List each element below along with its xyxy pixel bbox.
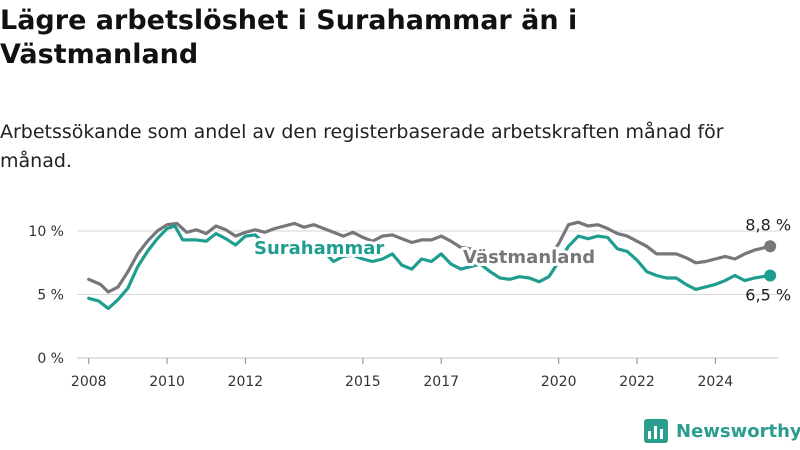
chart-subtitle: Arbetssökande som andel av den registerb…: [0, 121, 724, 172]
x-tick-label: 2010: [149, 374, 185, 390]
series-label-halo: Västmanland: [463, 247, 595, 268]
end-value-label: 8,8 %: [745, 215, 791, 234]
y-tick-label: 5 %: [37, 288, 64, 304]
x-tick-label: 2012: [228, 374, 264, 390]
brand-name: Newsworthy: [676, 420, 800, 442]
bar-chart-icon: [644, 419, 668, 443]
x-tick-label: 2008: [71, 374, 107, 390]
series-line-surahammar: [87, 224, 772, 311]
x-tick-label: 2017: [423, 374, 459, 390]
series-line-vastmanland: [87, 220, 772, 294]
end-value-label: 6,5 %: [745, 285, 791, 304]
x-tick-label: 2015: [345, 374, 381, 390]
y-tick-label: 10 %: [28, 224, 64, 240]
y-tick-label: 0 %: [37, 351, 64, 367]
end-marker: [764, 240, 777, 253]
x-tick-label: 2024: [698, 374, 734, 390]
series-lines: [87, 220, 777, 311]
series-label: Surahammar: [254, 238, 384, 259]
x-tick-label: 2022: [619, 374, 655, 390]
x-tick-label: 2020: [541, 374, 577, 390]
chart-title: Lägre arbetslöshet i Surahammar än i Väs…: [0, 5, 578, 70]
series-label: Västmanland: [463, 247, 595, 268]
newsworthy-logo: Newsworthy: [644, 419, 800, 443]
end-marker: [764, 269, 777, 282]
series-label-halo: Surahammar: [254, 238, 384, 259]
